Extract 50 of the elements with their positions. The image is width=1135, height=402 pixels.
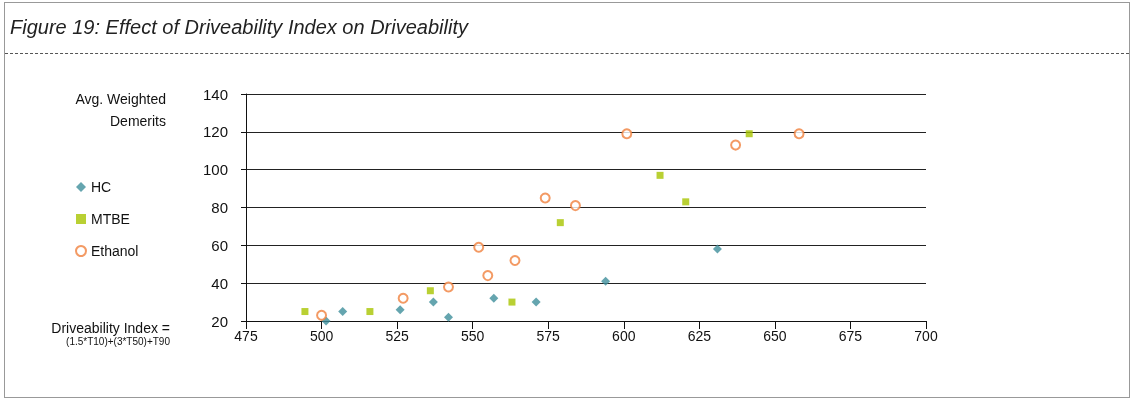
y-tick-label: 60 — [211, 236, 228, 254]
legend-label: HC — [91, 179, 112, 195]
y-tick-label: 100 — [202, 161, 228, 179]
x-tick-label: 625 — [687, 328, 712, 344]
x-tick-label: 600 — [612, 328, 636, 344]
point — [745, 130, 753, 138]
point — [489, 293, 499, 303]
point — [556, 219, 564, 227]
x-tick-label: 475 — [234, 328, 258, 344]
point — [443, 281, 454, 293]
chart-title: Figure 19: Effect of Driveability Index on Driveability — [10, 16, 468, 39]
y-tick-label: 80 — [211, 199, 228, 216]
point — [539, 192, 551, 204]
point — [395, 305, 405, 315]
point — [601, 276, 611, 286]
point — [712, 244, 722, 254]
y-axis-title: Avg. Weighted Demerits — [74, 90, 166, 131]
point — [656, 171, 664, 179]
point — [443, 312, 453, 322]
legend-label: MTBE — [91, 211, 130, 227]
y-tick-label: 20 — [211, 312, 228, 330]
point — [508, 298, 516, 306]
x-tick-label: 650 — [763, 328, 787, 344]
point — [531, 297, 541, 307]
point — [301, 308, 309, 316]
point — [426, 287, 434, 295]
point — [730, 139, 742, 151]
point — [793, 128, 805, 140]
legend-label: Ethanol — [91, 243, 139, 259]
point — [366, 308, 374, 316]
point — [428, 297, 438, 307]
point — [682, 198, 690, 206]
x-tick-label: 700 — [914, 328, 938, 344]
point — [397, 292, 409, 304]
y-tick-label: 40 — [211, 274, 228, 292]
x-tick-label: 525 — [385, 328, 409, 344]
point — [509, 254, 521, 266]
point — [621, 128, 633, 140]
y-tick-label: 120 — [202, 123, 228, 141]
x-tick-label: 500 — [309, 328, 334, 344]
x-axis-title: Driveability Index = (1.5*T10)+(3*T50)+T90 — [50, 320, 170, 347]
x-tick-label: 550 — [460, 328, 485, 344]
point — [473, 241, 485, 253]
point — [316, 309, 328, 321]
point — [338, 307, 348, 317]
x-tick-label: 575 — [536, 328, 561, 344]
point — [569, 200, 581, 212]
point — [482, 270, 494, 282]
y-tick-label: 140 — [202, 85, 228, 103]
x-tick-label: 675 — [838, 328, 863, 344]
